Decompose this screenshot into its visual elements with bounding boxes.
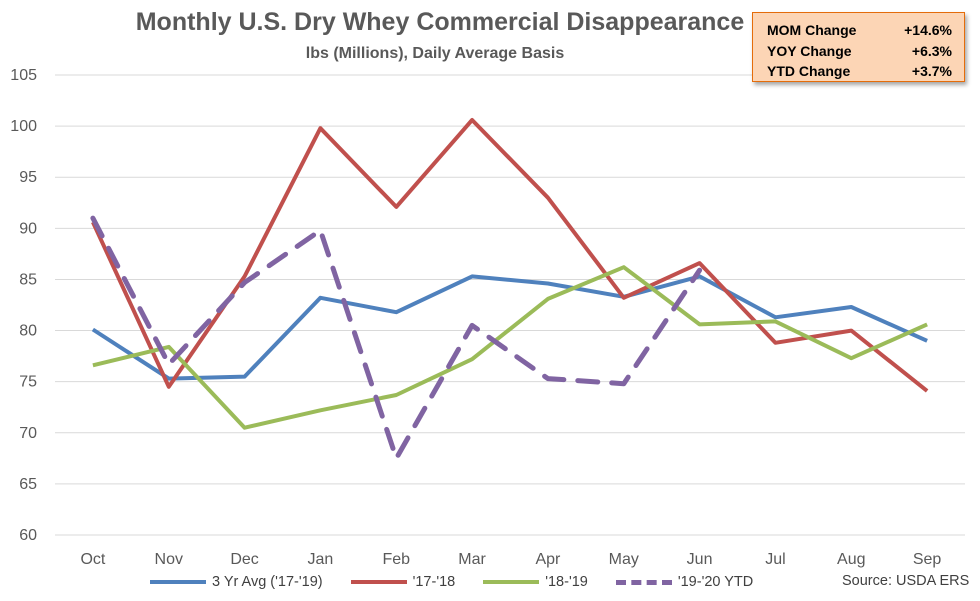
x-tick-label: Jul xyxy=(765,551,785,568)
y-tick-label: 65 xyxy=(19,476,37,493)
y-tick-label: 75 xyxy=(19,374,37,391)
x-tick-label: Jun xyxy=(687,551,713,568)
y-tick-label: 105 xyxy=(10,67,37,84)
legend-swatch xyxy=(350,580,407,584)
source-note: Source: USDA ERS xyxy=(842,573,970,589)
x-tick-label: May xyxy=(609,551,639,568)
legend: 3 Yr Avg ('17-'19) '17-'18 '18-'19 '19-'… xyxy=(150,571,781,593)
x-tick-label: Aug xyxy=(837,551,865,568)
stats-box: MOM Change +14.6% YOY Change +6.3% YTD C… xyxy=(752,12,965,82)
stat-value: +14.6% xyxy=(904,22,952,38)
x-tick-label: Sep xyxy=(913,551,942,568)
stat-row-ytd: YTD Change +3.7% xyxy=(767,61,952,82)
series-line-1 xyxy=(91,118,929,393)
legend-label: '19-'20 YTD xyxy=(677,574,754,590)
series-line-2 xyxy=(92,265,928,430)
stat-label: MOM Change xyxy=(767,22,857,38)
x-tick-label: Apr xyxy=(535,551,561,568)
legend-item-17-18: '17-'18 xyxy=(350,574,456,590)
legend-swatch xyxy=(615,579,672,585)
stat-value: +3.7% xyxy=(911,63,952,79)
series-lines xyxy=(90,118,929,461)
legend-item-19-20-ytd: '19-'20 YTD xyxy=(615,574,754,590)
series-line-3 xyxy=(90,215,703,461)
legend-label: '17-'18 xyxy=(412,574,456,590)
y-tick-label: 100 xyxy=(10,118,37,135)
y-tick-label: 95 xyxy=(19,169,37,186)
y-axis-ticks: 60 65 70 75 80 85 90 95 100 105 xyxy=(10,67,37,544)
x-tick-label: Nov xyxy=(155,551,183,568)
y-tick-label: 85 xyxy=(19,271,37,288)
x-tick-label: Mar xyxy=(458,551,486,568)
stat-row-mom: MOM Change +14.6% xyxy=(767,20,952,41)
x-tick-label: Dec xyxy=(230,551,258,568)
gridlines xyxy=(55,74,965,536)
y-tick-label: 60 xyxy=(19,527,37,544)
legend-label: '18-'19 xyxy=(545,574,588,590)
stat-label: YTD Change xyxy=(767,63,851,79)
series-line-0 xyxy=(91,274,928,381)
x-tick-label: Jan xyxy=(308,551,334,568)
stat-value: +6.3% xyxy=(911,42,952,59)
legend-swatch xyxy=(150,580,206,584)
chart-title: Monthly U.S. Dry Whey Commercial Disappe… xyxy=(135,8,745,36)
legend-label: 3 Yr Avg ('17-'19) xyxy=(212,574,323,590)
legend-swatch xyxy=(483,580,540,584)
stat-row-yoy: YOY Change +6.3% xyxy=(767,41,952,62)
stat-label: YOY Change xyxy=(767,42,852,59)
legend-item-3yr-avg: 3 Yr Avg ('17-'19) xyxy=(150,574,323,590)
x-tick-label: Feb xyxy=(382,551,410,568)
chart-subtitle: lbs (Millions), Daily Average Basis xyxy=(305,45,565,62)
x-axis-ticks: Oct Nov Dec Jan Feb Mar Apr May Jun Jul Aug Sep xyxy=(80,551,941,568)
y-tick-label: 70 xyxy=(19,425,37,442)
x-tick-label: Oct xyxy=(80,551,105,568)
legend-item-18-19: '18-'19 xyxy=(483,574,588,590)
y-tick-label: 90 xyxy=(19,220,37,237)
y-tick-label: 80 xyxy=(19,323,37,340)
